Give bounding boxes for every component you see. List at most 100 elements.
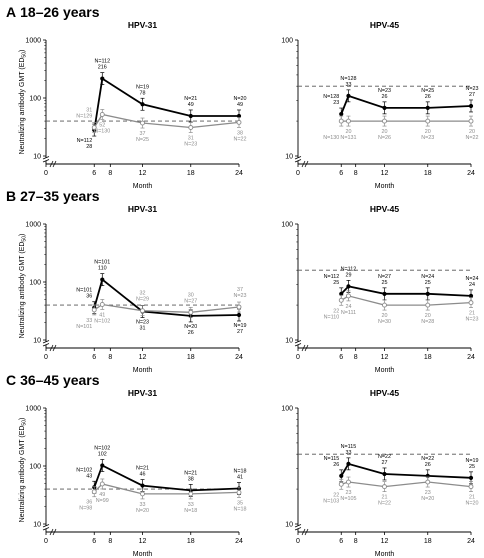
x-tick-label: 18	[187, 354, 195, 361]
data-point	[91, 489, 97, 495]
x-tick-label: 0	[296, 538, 300, 545]
data-point	[382, 118, 387, 124]
data-point	[140, 120, 145, 126]
n-label: N=112	[94, 59, 110, 65]
value-label: 216	[98, 65, 107, 71]
data-point	[91, 125, 97, 130]
n-label: N=115	[341, 444, 357, 450]
n-label: N=27	[378, 274, 391, 280]
n-label: N=27	[184, 298, 197, 304]
data-point	[425, 105, 430, 110]
data-point	[188, 491, 194, 497]
value-label: 102	[98, 452, 107, 458]
x-tick-label: 18	[424, 354, 432, 361]
x-axis-break-mark	[49, 528, 54, 536]
series-line	[93, 77, 239, 131]
y-tick-label: 10	[33, 337, 41, 344]
x-tick-label: 18	[187, 170, 195, 177]
x-tick-label: 0	[44, 170, 48, 177]
data-point	[468, 300, 474, 306]
n-label: N=99	[96, 498, 109, 504]
n-label: N=20	[136, 508, 149, 514]
value-label: 52	[99, 122, 105, 128]
n-label: N=128	[323, 94, 339, 100]
x-axis-break-mark	[301, 344, 306, 352]
x-tick-label: 12	[139, 538, 147, 545]
value-label: 21	[469, 311, 475, 317]
n-label: N=102	[94, 446, 110, 452]
n-label: N=105	[340, 496, 356, 502]
n-label: N=29	[136, 297, 149, 303]
y-tick-label: 100	[281, 221, 293, 228]
y-tick-label: 10	[33, 153, 41, 160]
value-label: 21	[469, 495, 475, 501]
data-point	[236, 489, 242, 495]
data-point	[468, 118, 474, 124]
value-label: 49	[99, 492, 105, 498]
data-point	[99, 481, 105, 487]
value-label: 33	[86, 318, 92, 324]
data-point	[425, 302, 431, 308]
data-point	[140, 491, 145, 497]
data-point	[338, 481, 344, 487]
value-label: 43	[86, 473, 92, 479]
x-tick-label: 18	[424, 170, 432, 177]
x-tick-label: 0	[296, 354, 300, 361]
n-label: N=23	[465, 317, 478, 323]
x-tick-label: 24	[235, 170, 243, 177]
value-label: 20	[382, 129, 388, 135]
value-label: 25	[382, 280, 388, 286]
n-label: N=20	[465, 501, 478, 507]
data-point	[188, 309, 194, 315]
n-label: N=19	[465, 458, 478, 464]
n-label: N=130	[323, 135, 339, 141]
series-line	[340, 462, 472, 479]
value-label: 27	[237, 329, 243, 335]
data-point	[100, 463, 105, 468]
value-label: 78	[140, 90, 146, 96]
n-label: N=24	[465, 276, 478, 282]
value-label: 22	[333, 308, 339, 314]
n-label: N=20	[233, 96, 246, 102]
n-label: N=28	[421, 319, 434, 325]
value-label: 110	[98, 266, 107, 272]
data-point	[468, 293, 474, 298]
y-tick-label: 100	[281, 405, 293, 412]
data-point	[382, 291, 387, 296]
value-label: 25	[425, 280, 431, 286]
panel-b-header: B 27–35 years	[6, 188, 100, 204]
data-point	[382, 484, 387, 490]
y-axis-label: Neutralizing antibody GMT (ED50)	[19, 50, 28, 155]
value-label: 25	[469, 464, 475, 470]
n-label: N=18	[233, 468, 246, 474]
x-tick-label: 6	[92, 354, 96, 361]
x-tick-label: 12	[139, 170, 147, 177]
value-label: 28	[86, 144, 92, 150]
chart-title: HPV-31	[128, 204, 158, 214]
value-label: 49	[237, 102, 243, 108]
y-tick-label: 10	[33, 521, 41, 528]
x-axis-break-mark	[304, 344, 309, 352]
chart-c-hpv-31: HPV-31 10 100 1000 0 6 8 12 18 24 Month Neutralizin…	[19, 388, 247, 558]
value-label: 37	[140, 131, 146, 137]
x-tick-label: 24	[235, 354, 243, 361]
x-axis-break-mark	[301, 528, 306, 536]
data-point	[338, 297, 344, 303]
data-point	[425, 479, 431, 485]
n-label: N=23	[465, 86, 478, 92]
x-axis-break-mark	[49, 160, 54, 168]
n-label: N=115	[324, 456, 340, 462]
value-label: 26	[188, 330, 194, 336]
axis-break-mark	[294, 156, 302, 160]
n-label: N=112	[324, 274, 340, 280]
n-label: N=130	[94, 128, 110, 134]
data-point	[339, 473, 344, 478]
value-label: 29	[345, 272, 351, 278]
value-label: 26	[425, 462, 431, 468]
axis-break-mark	[294, 524, 302, 528]
n-label: N=102	[94, 318, 110, 324]
value-label: 35	[237, 500, 243, 506]
